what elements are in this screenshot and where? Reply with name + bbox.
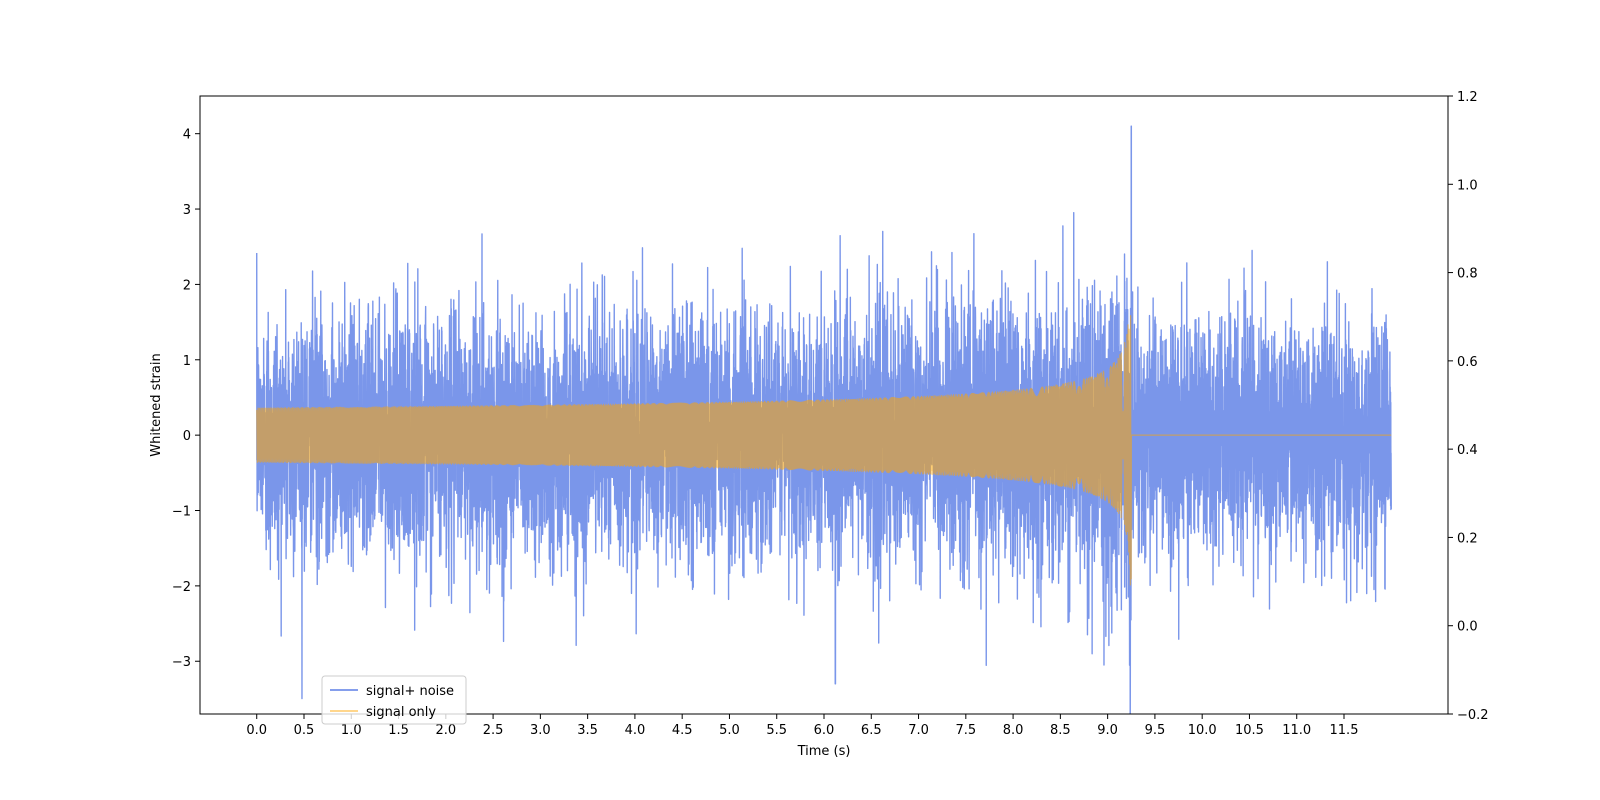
x-tick-label: 11.0 — [1282, 723, 1311, 738]
x-tick-label: 3.5 — [577, 723, 598, 738]
x-tick-label: 2.5 — [483, 723, 504, 738]
x-tick-label: 0.5 — [294, 723, 315, 738]
legend: signal+ noise signal only — [321, 675, 467, 725]
y-tick-label: 2 — [183, 278, 191, 293]
x-tick-label: 1.5 — [388, 723, 409, 738]
x-tick-label: 4.0 — [625, 723, 646, 738]
x-tick-label: 7.0 — [908, 723, 929, 738]
y2-tick-label: −0.2 — [1457, 708, 1489, 723]
y-axis-left: −3 −2 −1 0 1 2 3 4 — [172, 128, 200, 670]
x-tick-label: 5.5 — [766, 723, 787, 738]
y-tick-label: 0 — [183, 429, 191, 444]
x-tick-label: 4.5 — [672, 723, 693, 738]
y-tick-label: −1 — [172, 505, 191, 520]
y2-tick-label: 0.6 — [1457, 355, 1478, 370]
y-tick-label: 3 — [183, 203, 191, 218]
series-line-signal-only — [256, 315, 1392, 586]
y2-tick-label: 0.4 — [1457, 443, 1478, 458]
y2-tick-label: 0.8 — [1457, 267, 1478, 282]
x-tick-label: 5.0 — [719, 723, 740, 738]
plot-area — [199, 95, 1449, 715]
x-tick-label: 3.0 — [530, 723, 551, 738]
legend-box — [321, 675, 467, 725]
x-tick-label: 0.0 — [246, 723, 267, 738]
x-tick-label: 6.5 — [861, 723, 882, 738]
y2-tick-label: 0.2 — [1457, 531, 1478, 546]
x-tick-label: 8.0 — [1003, 723, 1024, 738]
x-tick-label: 11.5 — [1330, 723, 1359, 738]
y2-tick-label: 1.0 — [1457, 178, 1478, 193]
x-tick-label: 2.0 — [435, 723, 456, 738]
x-tick-label: 1.0 — [341, 723, 362, 738]
x-tick-label: 7.5 — [955, 723, 976, 738]
x-tick-label: 10.5 — [1235, 723, 1264, 738]
x-tick-label: 9.0 — [1097, 723, 1118, 738]
legend-label-signal-only: signal only — [366, 705, 436, 720]
x-tick-label: 10.0 — [1188, 723, 1217, 738]
y-tick-label: −3 — [172, 655, 191, 670]
y-axis-right: −0.2 0.0 0.2 0.4 0.6 0.8 1.0 1.2 — [1448, 90, 1489, 723]
x-tick-label: 6.0 — [814, 723, 835, 738]
y-tick-label: −2 — [172, 580, 191, 595]
y-tick-label: 4 — [183, 128, 191, 143]
legend-label-signal-noise: signal+ noise — [366, 684, 454, 699]
y2-tick-label: 0.0 — [1457, 620, 1478, 635]
y-tick-label: 1 — [183, 354, 191, 369]
y2-tick-label: 1.2 — [1457, 90, 1478, 105]
x-tick-label: 9.5 — [1145, 723, 1166, 738]
x-axis: 0.0 0.5 1.0 1.5 2.0 2.5 3.0 3.5 4.0 4.5 5.0 5.5 6.0 6… — [246, 714, 1358, 738]
x-axis-label: Time (s) — [797, 744, 851, 759]
y-axis-label: Whitened strain — [149, 353, 164, 456]
x-tick-label: 8.5 — [1050, 723, 1071, 738]
series-layer — [256, 125, 1392, 714]
